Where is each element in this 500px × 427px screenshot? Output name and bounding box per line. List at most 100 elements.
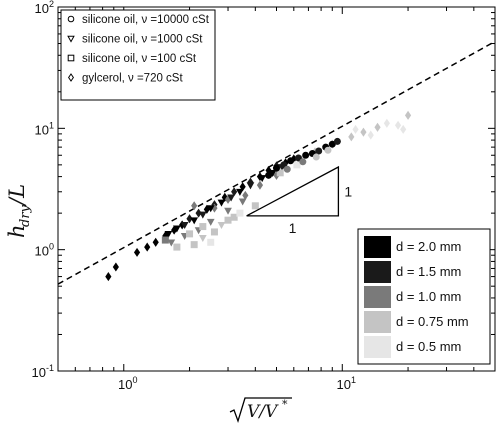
data-point-triangle-down [206, 205, 215, 213]
data-point-circle [265, 171, 273, 179]
data-point-diamond [112, 262, 119, 272]
data-point-triangle-down [180, 222, 189, 230]
data-point-diamond [152, 237, 159, 247]
data-point-triangle-down [238, 198, 247, 206]
data-point-circle [302, 151, 310, 159]
data-point-triangle-down [173, 225, 181, 233]
data-point-circle [283, 165, 291, 173]
data-point-diamond [367, 130, 374, 140]
data-point-triangle-down [198, 211, 207, 219]
x-axis-title-text: V/V [247, 402, 279, 422]
data-point-square [173, 243, 181, 251]
data-point-triangle-down [198, 235, 207, 243]
y-axis-title-h: h [5, 224, 29, 238]
data-point-diamond [144, 242, 151, 252]
data-point-diamond [105, 272, 112, 282]
legend-marker-square [67, 54, 75, 62]
y-axis-title-sub: dry [18, 204, 33, 227]
x-axis-title: V/V * [229, 397, 292, 424]
colorbar-label: d = 1.5 mm [396, 264, 461, 279]
slope-rise-label: 1 [344, 183, 352, 199]
legend: silicone oil, ν =10000 cSt silicone oil, … [60, 9, 216, 101]
slope-run-label: 1 [289, 220, 297, 236]
y-axis-title: h dry /L [5, 184, 33, 238]
colorbar-label: d = 1.0 mm [396, 289, 461, 304]
y-tick-label: 10-1 [32, 363, 54, 380]
data-point-circle [315, 147, 323, 155]
y-tick-label: 102 [35, 0, 54, 16]
colorbar-swatch [364, 311, 391, 333]
y-axis-title-rest: /L [5, 184, 29, 207]
colorbar-label: d = 0.75 mm [396, 314, 469, 329]
colorbar-label: d = 2.0 mm [396, 239, 461, 254]
data-point-circle [272, 164, 280, 172]
data-point-circle [333, 137, 341, 145]
data-point-diamond [404, 110, 412, 120]
data-point-triangle-down [258, 175, 267, 183]
x-tick-label: 101 [337, 375, 356, 392]
data-point-diamond [256, 180, 264, 190]
sqrt-sign [229, 397, 292, 424]
data-point-diamond [360, 127, 367, 137]
data-point-triangle-down [227, 194, 236, 202]
data-point-square [190, 241, 198, 249]
legend-marker-circle [67, 15, 75, 23]
colorbar-label: d = 0.5 mm [396, 339, 461, 354]
legend-marker-diamond [68, 73, 74, 82]
colorbar-swatch [364, 336, 391, 358]
data-point-diamond [394, 120, 402, 130]
data-point-diamond [383, 118, 390, 128]
data-point-circle [294, 154, 302, 162]
legend-entries: silicone oil, ν =10000 cSt silicone oil, … [67, 14, 210, 85]
data-point-diamond [400, 124, 407, 134]
data-point-square [276, 169, 284, 177]
y-tick-label: 101 [35, 120, 54, 137]
slope-triangle-shape [246, 165, 340, 217]
data-point-square [199, 223, 207, 231]
y-tick-label: 100 [35, 242, 54, 259]
data-point-circle [312, 153, 320, 161]
slope-triangle: 11 [246, 165, 352, 236]
data-point-square [293, 161, 301, 169]
fit-line [57, 40, 496, 285]
data-point-square [251, 202, 259, 210]
data-point-square [161, 236, 169, 244]
data-point-square [186, 230, 194, 238]
data-point-square [224, 216, 232, 224]
colorbar-legend: d = 2.0 mm d = 1.5 mm d = 1.0 mm d = 0.75 m… [357, 228, 491, 365]
data-point-diamond [191, 201, 198, 211]
data-point-square [230, 213, 238, 221]
colorbar-swatch [364, 261, 391, 283]
data-point-diamond [133, 247, 141, 257]
data-points [105, 110, 412, 282]
data-point-square [207, 238, 215, 246]
data-point-triangle-down [217, 222, 226, 230]
data-point-triangle-down [167, 239, 176, 247]
data-point-triangle-down [206, 218, 215, 226]
plot-frame [57, 6, 496, 372]
data-point-square [236, 209, 244, 217]
legend-label: gylcerol, ν =720 cSt [82, 73, 183, 85]
data-point-diamond [348, 132, 355, 142]
legend-label: silicone oil, ν =1000 cSt [82, 34, 203, 46]
data-point-circle [324, 146, 332, 154]
data-point-square [210, 228, 218, 236]
x-tick-label: 100 [118, 375, 137, 392]
data-point-diamond [374, 122, 381, 132]
data-point-triangle-down [217, 199, 226, 207]
colorbar-swatch [364, 286, 391, 308]
data-point-circle [299, 158, 307, 166]
x-axis-title-star: * [282, 398, 288, 411]
legend-marker-triangle-down [67, 35, 75, 43]
data-point-triangle-down [224, 207, 232, 215]
data-point-diamond [352, 124, 359, 134]
colorbar-swatch [364, 236, 391, 258]
data-point-triangle-down [164, 230, 173, 238]
data-point-triangle-down [190, 217, 199, 225]
colorbar-entries: d = 2.0 mm d = 1.5 mm d = 1.0 mm d = 0.75 m… [364, 236, 469, 358]
legend-label: silicone oil, ν =10000 cSt [82, 14, 210, 26]
data-point-triangle-down [246, 182, 255, 190]
data-point-circle [287, 157, 295, 165]
legend-box [60, 9, 216, 101]
